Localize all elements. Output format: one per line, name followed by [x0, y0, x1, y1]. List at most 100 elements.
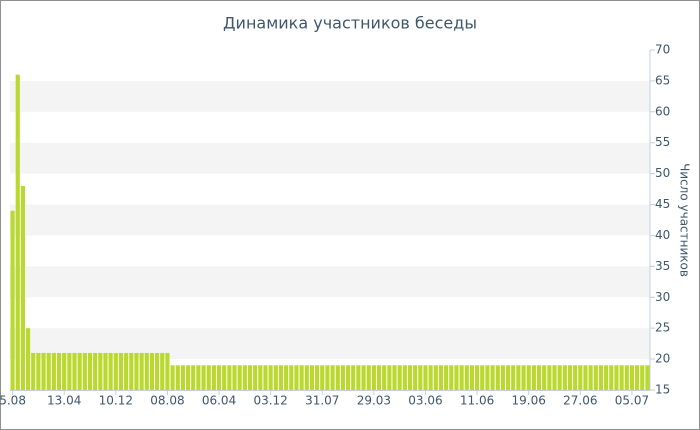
bar	[206, 365, 211, 390]
bar	[36, 352, 41, 390]
bar	[516, 365, 521, 390]
bar	[144, 352, 149, 390]
bar	[619, 365, 624, 390]
bar	[635, 365, 640, 390]
bar	[155, 352, 160, 390]
bar	[191, 365, 196, 390]
bar	[258, 365, 263, 390]
bar	[227, 365, 232, 390]
bar	[583, 365, 588, 390]
bar	[557, 365, 562, 390]
bar	[216, 365, 222, 390]
bar	[500, 365, 505, 390]
bar	[129, 352, 134, 390]
grid-band	[10, 80, 650, 112]
bar	[552, 365, 557, 390]
bar	[598, 365, 604, 390]
bar	[640, 365, 645, 390]
bar	[330, 365, 335, 390]
bar	[407, 365, 413, 390]
bar	[149, 352, 155, 390]
x-tick-label: 11.06	[460, 394, 494, 408]
bar	[268, 365, 273, 390]
grid-band	[10, 204, 650, 236]
x-tick-label: 29.03	[357, 394, 391, 408]
bar	[263, 365, 268, 390]
bar	[578, 365, 583, 390]
bar	[284, 365, 289, 390]
bar	[325, 365, 330, 390]
bar	[103, 352, 108, 390]
bar	[562, 365, 567, 390]
bar	[490, 365, 495, 390]
bar	[51, 352, 56, 390]
bar	[124, 352, 129, 390]
x-tick-label: 03.12	[253, 394, 287, 408]
bar	[387, 365, 392, 390]
bar	[413, 365, 418, 390]
bar	[402, 365, 407, 390]
bar	[31, 352, 36, 390]
bar	[614, 365, 619, 390]
bar	[165, 352, 170, 390]
y-tick-label: 60	[655, 104, 670, 118]
bar	[418, 365, 423, 390]
bar	[345, 365, 351, 390]
bar	[273, 365, 278, 390]
x-tick-label: 05.07	[615, 394, 649, 408]
bar	[98, 352, 103, 390]
bar	[433, 365, 438, 390]
bar	[211, 365, 216, 390]
y-tick-label: 70	[655, 43, 670, 57]
bar	[139, 352, 144, 390]
grid-band	[10, 142, 650, 174]
bar	[237, 365, 242, 390]
bar	[170, 365, 175, 390]
bar	[480, 365, 485, 390]
bar	[175, 365, 180, 390]
y-tick-label: 35	[655, 259, 670, 273]
x-tick-label: 13.04	[47, 394, 81, 408]
bar	[438, 365, 444, 390]
bar	[604, 365, 609, 390]
bar	[309, 365, 315, 390]
bar	[624, 365, 629, 390]
bar	[567, 365, 573, 390]
bar	[423, 365, 428, 390]
bar	[67, 352, 72, 390]
bar	[459, 365, 464, 390]
bar	[72, 352, 77, 390]
bar	[464, 365, 469, 390]
bar	[320, 365, 325, 390]
bar	[20, 186, 25, 390]
x-tick-label: 5.08	[0, 394, 26, 408]
bar	[278, 365, 284, 390]
bar	[609, 365, 614, 390]
bar	[356, 365, 361, 390]
bar	[242, 365, 247, 390]
bar	[382, 365, 387, 390]
chart-title: Динамика участников беседы	[223, 14, 477, 33]
bar	[247, 365, 253, 390]
bar	[41, 352, 46, 390]
bar	[542, 365, 547, 390]
bar	[289, 365, 294, 390]
bar	[351, 365, 356, 390]
bar	[160, 352, 165, 390]
bar	[185, 365, 191, 390]
bar	[536, 365, 542, 390]
bar	[56, 352, 62, 390]
bar	[304, 365, 309, 390]
bar	[118, 352, 124, 390]
bar	[444, 365, 449, 390]
bar	[294, 365, 299, 390]
bar	[82, 352, 87, 390]
bar	[180, 365, 185, 390]
bar	[93, 352, 98, 390]
bar	[299, 365, 304, 390]
y-tick-label: 20	[655, 352, 670, 366]
bar	[25, 328, 31, 390]
grid-band	[10, 266, 650, 298]
bar	[340, 365, 345, 390]
